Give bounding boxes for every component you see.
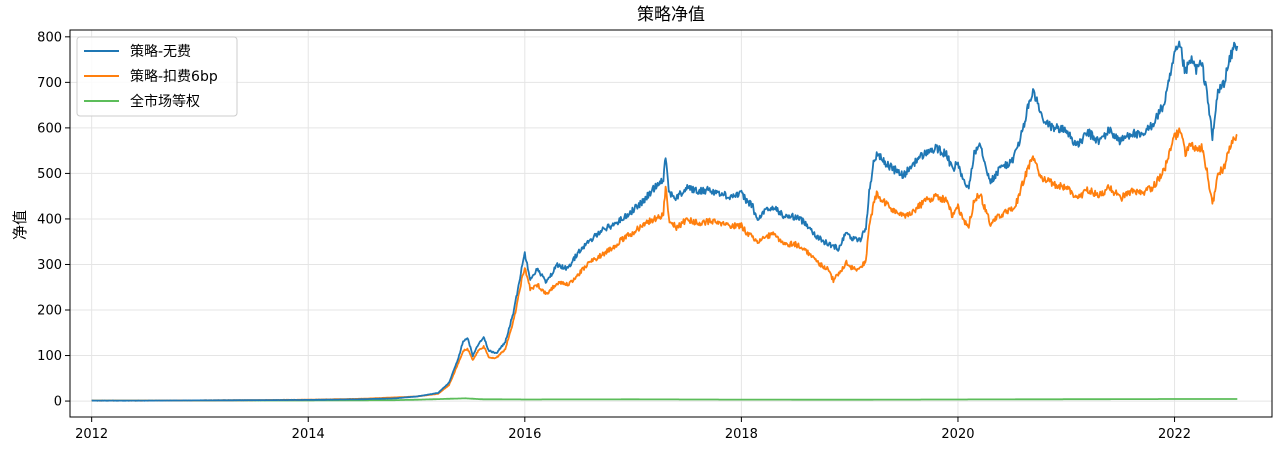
y-tick-label: 800: [37, 30, 62, 45]
y-tick-label: 400: [37, 212, 62, 227]
x-tick-label: 2016: [508, 427, 541, 442]
series-lines: [91, 40, 1239, 402]
y-tick-label: 100: [37, 349, 62, 364]
y-tick-label: 0: [54, 395, 62, 410]
legend-label: 策略-无费: [130, 43, 191, 60]
grid: [70, 30, 1272, 417]
y-tick-label: 200: [37, 304, 62, 319]
series-line: [91, 40, 1239, 402]
x-tick-label: 2018: [725, 427, 758, 442]
chart-title: 策略净值: [637, 5, 705, 25]
x-tick-label: 2022: [1158, 427, 1191, 442]
y-tick-label: 700: [37, 76, 62, 91]
y-axis-label: 净值: [11, 210, 29, 240]
y-tick-label: 300: [37, 258, 62, 273]
plot-frame: [69, 29, 1273, 418]
x-tick-label: 2012: [75, 427, 108, 442]
x-tick-label: 2014: [292, 427, 325, 442]
y-tick-label: 600: [37, 121, 62, 136]
x-tick-label: 2020: [941, 427, 974, 442]
legend-box: [76, 36, 238, 117]
legend-label: 策略-扣费6bp: [130, 68, 218, 85]
legend-label: 全市场等权: [130, 93, 200, 110]
axis-ticks: 2012 2014 2016 2018 2020 2022 0 100 200 300 400 500…: [37, 30, 1191, 442]
y-tick-label: 500: [37, 167, 62, 182]
